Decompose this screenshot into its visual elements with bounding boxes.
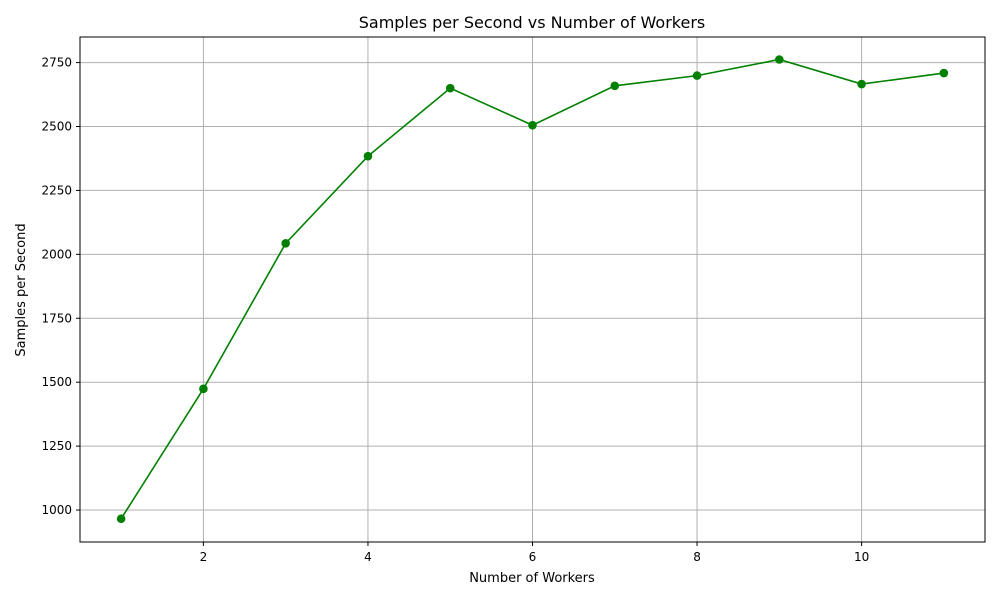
data-point — [281, 239, 290, 248]
y-axis-label: Samples per Second — [14, 223, 29, 356]
y-tick-label: 1500 — [41, 375, 72, 389]
data-point — [857, 79, 866, 89]
series-layer — [116, 55, 949, 524]
data-point — [610, 81, 620, 91]
x-tick-label: 10 — [854, 550, 869, 564]
grid-lines — [80, 37, 985, 542]
y-tick-label: 2250 — [41, 183, 72, 197]
y-tick-label: 1250 — [41, 439, 72, 453]
y-tick-label: 2500 — [41, 119, 72, 133]
x-tick-label: 2 — [200, 550, 208, 564]
chart-title: Samples per Second vs Number of Workers — [359, 13, 706, 32]
data-point — [199, 384, 208, 394]
data-point — [939, 68, 949, 78]
data-point — [363, 151, 373, 161]
data-point — [445, 83, 455, 93]
y-tick-label: 2000 — [41, 247, 72, 261]
x-axis-label: Number of Workers — [469, 571, 595, 586]
x-tick-label: 6 — [529, 550, 537, 564]
y-axis: 1000 1250 1500 1750 2000 2250 2500 2750 — [41, 56, 80, 517]
y-tick-label: 1000 — [41, 503, 72, 517]
x-axis: 2 4 6 8 10 — [200, 542, 869, 564]
data-point — [116, 514, 126, 524]
data-point — [692, 71, 702, 80]
y-tick-label: 1750 — [41, 311, 72, 325]
x-tick-label: 8 — [693, 550, 701, 564]
data-point — [528, 120, 537, 130]
y-tick-label: 2750 — [41, 56, 72, 70]
x-tick-label: 4 — [364, 550, 372, 564]
data-point — [775, 55, 784, 64]
